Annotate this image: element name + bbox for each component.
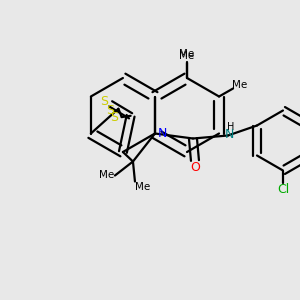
Text: N: N (224, 128, 234, 141)
Text: H: H (227, 122, 235, 131)
Text: Me: Me (179, 49, 195, 59)
Text: S: S (100, 95, 109, 108)
Text: N: N (157, 127, 167, 140)
Text: O: O (190, 161, 200, 174)
Text: S: S (106, 104, 114, 117)
Text: S: S (110, 111, 118, 124)
Text: Me: Me (135, 182, 151, 191)
Text: Me: Me (179, 51, 195, 61)
Text: Me: Me (232, 80, 248, 89)
Text: Me: Me (99, 170, 115, 181)
Text: Cl: Cl (277, 183, 289, 196)
